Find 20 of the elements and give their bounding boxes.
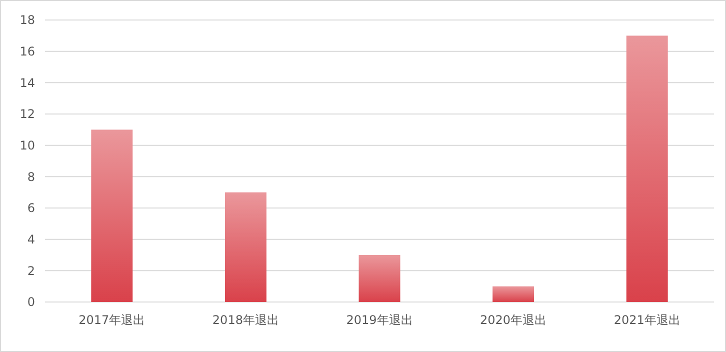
x-tick-label: 2019年退出 (346, 313, 413, 327)
bar (358, 255, 400, 302)
bar (91, 130, 133, 302)
y-tick-label: 12 (20, 107, 35, 122)
y-tick-label: 10 (20, 138, 35, 153)
bar (492, 286, 534, 302)
y-tick-label: 8 (27, 170, 35, 184)
x-tick-label: 2020年退出 (480, 313, 547, 327)
x-tick-label: 2017年退出 (78, 313, 146, 327)
bar (626, 36, 668, 302)
y-tick-label: 0 (27, 295, 35, 310)
x-tick-label: 2021年退出 (614, 313, 680, 327)
bar (224, 192, 266, 302)
y-tick-label: 16 (20, 44, 35, 59)
y-tick-label: 14 (20, 76, 35, 90)
y-tick-label: 2 (27, 264, 35, 278)
y-tick-label: 4 (27, 232, 35, 247)
x-tick-label: 2018年退出 (212, 313, 279, 327)
y-tick-label: 6 (27, 201, 35, 216)
y-tick-label: 18 (20, 13, 35, 28)
